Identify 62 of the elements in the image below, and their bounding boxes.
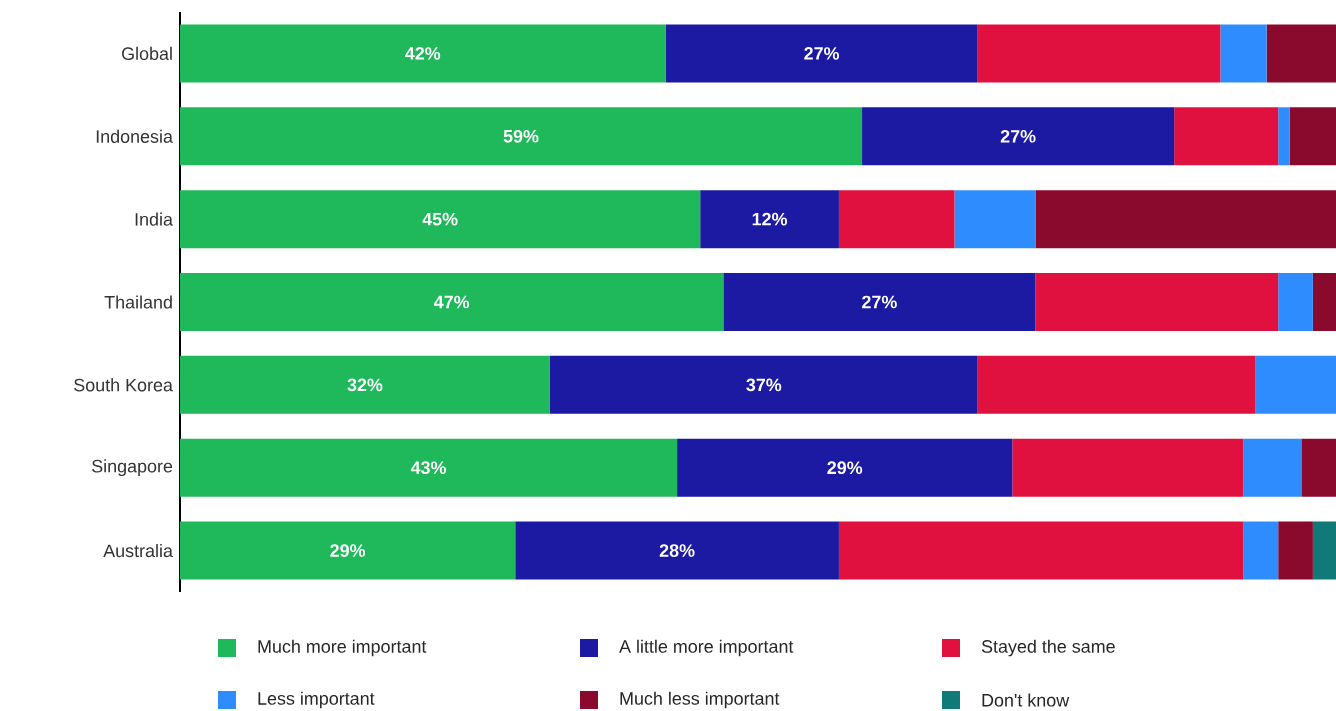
- data-label: 37%: [746, 378, 782, 392]
- y-tick-label: South Korea: [74, 378, 173, 392]
- bar: [1243, 438, 1302, 497]
- legend-label: Less important: [258, 691, 375, 709]
- y-tick-label: Indonesia: [96, 129, 173, 143]
- bar: [1312, 273, 1336, 332]
- legend-label: Much more important: [258, 639, 427, 657]
- legend-label: Stayed the same: [981, 639, 1115, 657]
- y-tick-label: Singapore: [92, 459, 173, 477]
- data-label: 12%: [752, 212, 788, 226]
- bar: [180, 355, 550, 414]
- data-label: 29%: [330, 544, 366, 557]
- legend-label: A little more important: [619, 639, 794, 657]
- bar: [838, 190, 955, 249]
- bar: [1312, 521, 1336, 580]
- data-label: 45%: [422, 212, 458, 226]
- y-tick-label: Thailand: [104, 295, 172, 309]
- bar: [1278, 273, 1313, 332]
- bar: [977, 355, 1256, 414]
- bar: [1266, 24, 1336, 83]
- bar: [180, 438, 678, 497]
- data-label: 27%: [1000, 129, 1036, 143]
- data-label: 32%: [347, 378, 383, 392]
- bar: [180, 24, 666, 83]
- data-label: 43%: [410, 461, 447, 475]
- bar: [1289, 107, 1336, 166]
- data-label: 28%: [659, 544, 695, 557]
- data-label: 59%: [503, 129, 539, 143]
- bar: [723, 273, 1036, 332]
- y-tick-label: India: [135, 212, 173, 226]
- bar: [954, 190, 1036, 249]
- bar: [1278, 521, 1313, 580]
- bar: [838, 521, 1244, 580]
- bar: [180, 190, 701, 249]
- bar: [677, 438, 1013, 497]
- data-label: 47%: [434, 295, 470, 309]
- data-label: 29%: [827, 461, 863, 475]
- bar: [180, 521, 516, 580]
- data-label: 27%: [804, 47, 840, 60]
- bar: [1278, 107, 1290, 166]
- bar: [1012, 438, 1244, 497]
- bar: [549, 355, 978, 414]
- bar: [515, 521, 839, 580]
- bar: [1301, 438, 1336, 497]
- bar: [665, 24, 978, 83]
- data-label: 27%: [862, 295, 897, 309]
- bar: [1174, 107, 1279, 166]
- y-tick-label: Australia: [103, 543, 173, 558]
- bar: [862, 107, 1175, 166]
- bar: [1255, 355, 1336, 414]
- bar: [700, 190, 839, 249]
- data-label: 42%: [405, 47, 441, 60]
- legend-label: Don't know: [982, 693, 1070, 707]
- y-tick-label: Global: [122, 46, 172, 61]
- bar: [1035, 273, 1279, 332]
- bar: [180, 273, 724, 332]
- bar: [1243, 521, 1279, 580]
- bar: [1035, 190, 1336, 249]
- bar: [1220, 24, 1267, 83]
- bar: [180, 107, 863, 166]
- bar: [977, 24, 1221, 83]
- legend-label: Much less important: [620, 691, 780, 709]
